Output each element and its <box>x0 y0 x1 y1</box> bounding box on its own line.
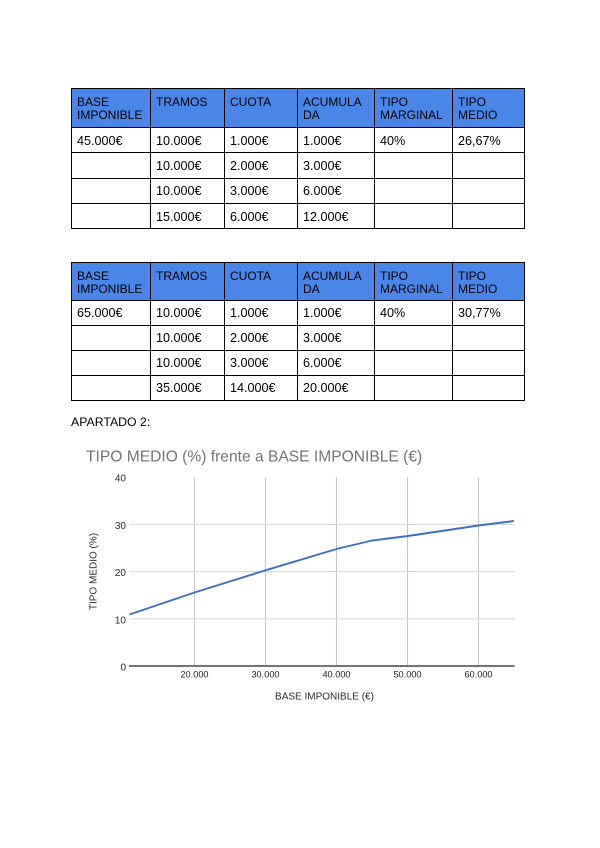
svg-text:60.000: 60.000 <box>464 670 492 680</box>
svg-text:40.000: 40.000 <box>322 670 350 680</box>
svg-text:10: 10 <box>115 615 127 626</box>
svg-text:30.000: 30.000 <box>251 670 279 680</box>
svg-text:TIPO MEDIO (%): TIPO MEDIO (%) <box>89 533 100 610</box>
svg-text:20.000: 20.000 <box>180 670 208 680</box>
svg-text:30: 30 <box>115 521 127 532</box>
svg-text:TIPO MEDIO (%) frente a BASE I: TIPO MEDIO (%) frente a BASE IMPONIBLE (… <box>86 448 422 465</box>
svg-text:40: 40 <box>115 474 127 485</box>
svg-text:0: 0 <box>120 663 126 674</box>
svg-text:50.000: 50.000 <box>393 670 421 680</box>
svg-text:20: 20 <box>115 568 127 579</box>
svg-text:BASE IMPONIBLE (€): BASE IMPONIBLE (€) <box>275 692 374 703</box>
